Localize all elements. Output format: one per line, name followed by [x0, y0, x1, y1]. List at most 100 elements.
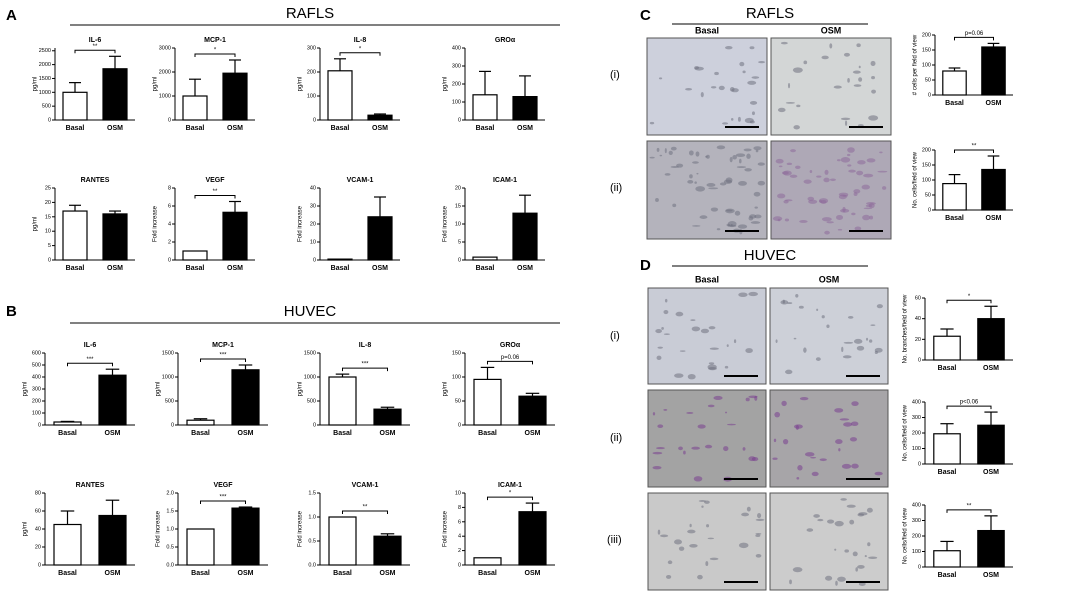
significance-bracket [194, 53, 236, 57]
y-tick-label: 500 [42, 104, 51, 110]
y-tick-label: 300 [912, 415, 921, 421]
y-axis-label: pg/ml [33, 77, 39, 92]
x-tick-label: Basal [333, 430, 352, 437]
cell [657, 424, 664, 429]
y-tick-label: 100 [922, 177, 931, 183]
error-bar [193, 418, 208, 421]
row-label: (iii) [607, 534, 622, 546]
cell [749, 100, 758, 105]
micrograph [769, 287, 889, 385]
error-bar [105, 499, 120, 516]
cell [724, 365, 729, 369]
cell [687, 374, 696, 380]
cell [739, 158, 742, 164]
cell [687, 529, 696, 534]
y-tick-label: 20 [455, 185, 461, 191]
y-axis-label: Fold increase [156, 510, 162, 547]
error-bar [69, 204, 81, 212]
x-tick-label: OSM [525, 430, 541, 437]
bar [512, 95, 538, 121]
cell [664, 298, 668, 303]
cell [737, 116, 741, 122]
y-tick-label: 600 [32, 350, 41, 356]
y-tick-label: 400 [32, 374, 41, 380]
cell [848, 169, 856, 173]
significance-bracket [946, 299, 992, 304]
cell [865, 204, 873, 208]
y-tick-label: 4 [168, 221, 171, 227]
bar [53, 523, 82, 566]
cell [755, 533, 762, 535]
cell [679, 350, 686, 352]
cell [749, 46, 755, 50]
cell [693, 476, 703, 482]
cell [670, 146, 677, 151]
x-tick-label: OSM [238, 430, 254, 437]
cell [652, 466, 662, 470]
cell [755, 149, 759, 153]
cell [781, 171, 789, 175]
significance-label: p=0.06 [501, 355, 520, 361]
bar [328, 516, 357, 566]
y-tick-label: 20 [35, 544, 41, 550]
cell [698, 500, 707, 502]
cell [745, 348, 753, 354]
significance-label: * [359, 46, 362, 52]
x-tick-label: OSM [372, 125, 388, 132]
cell [851, 463, 859, 469]
section-header: RAFLS [286, 5, 334, 22]
cell [861, 184, 870, 190]
cell [694, 66, 700, 70]
cell [824, 169, 829, 175]
x-tick-label: OSM [380, 570, 396, 577]
cell [834, 548, 837, 551]
y-tick-label: 0 [928, 92, 931, 98]
cell [793, 424, 803, 429]
significance-bracket [946, 509, 992, 513]
cell [842, 355, 852, 359]
y-tick-label: 300 [912, 518, 921, 524]
cell [866, 507, 873, 513]
y-tick-label: 200 [32, 398, 41, 404]
significance-bracket [342, 510, 388, 514]
cell [793, 125, 800, 130]
bar [981, 168, 1006, 211]
y-tick-label: 150 [922, 47, 931, 53]
bar [327, 258, 353, 261]
cell [664, 148, 667, 154]
error-bar [229, 200, 241, 213]
y-tick-label: 1500 [162, 350, 174, 356]
x-tick-label: OSM [372, 265, 388, 272]
cell [777, 107, 786, 113]
error-bar [987, 155, 1000, 170]
cell [858, 77, 863, 82]
y-tick-label: 50 [455, 398, 461, 404]
cell [850, 421, 859, 427]
cell [846, 504, 856, 508]
cell [678, 446, 683, 451]
chart-title: RANTES [76, 482, 105, 489]
error-bar [525, 502, 540, 512]
y-tick-label: 0 [48, 257, 51, 263]
x-tick-label: OSM [986, 215, 1002, 222]
y-tick-label: 150 [452, 350, 461, 356]
cell [725, 209, 733, 212]
x-tick-label: Basal [66, 265, 85, 272]
cell [803, 347, 807, 353]
panel-letter: D [640, 257, 651, 274]
error-bar [479, 70, 491, 95]
cell [746, 506, 751, 512]
cell [829, 43, 833, 49]
y-tick-label: 0.0 [308, 562, 316, 568]
bar [222, 72, 248, 121]
bar [933, 433, 961, 465]
error-bar [374, 196, 386, 217]
row-label: (ii) [610, 432, 622, 444]
error-bar [69, 82, 81, 93]
cell [834, 408, 844, 413]
y-tick-label: 300 [452, 63, 461, 69]
cell [755, 534, 761, 537]
error-bar [940, 328, 954, 337]
cell [754, 214, 762, 219]
x-tick-label: Basal [58, 570, 77, 577]
